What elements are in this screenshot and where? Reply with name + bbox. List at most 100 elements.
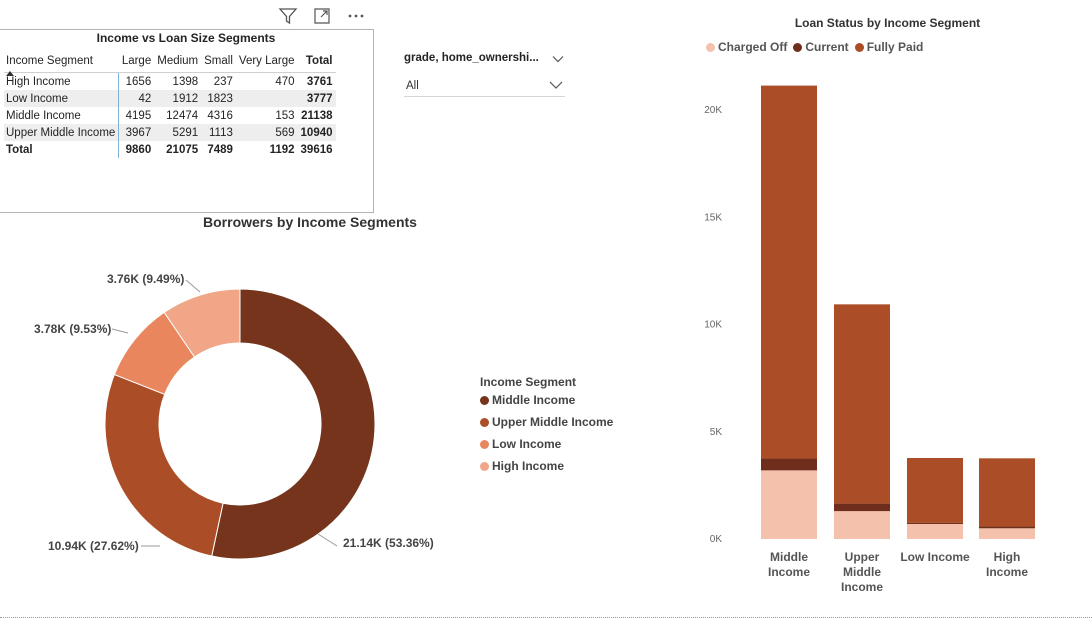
row-total-cell: 3761: [306, 75, 333, 88]
row-header: Middle Income: [4, 107, 120, 124]
total-row[interactable]: Total 9860 21075 7489 1192 39616: [4, 141, 336, 158]
data-label-high-income: 3.76K (9.49%): [107, 272, 184, 286]
data-label-middle-income: 21.14K (53.36%): [343, 536, 434, 550]
table-cell: 1398: [172, 75, 199, 88]
legend-item-current[interactable]: Current: [793, 40, 849, 54]
table-row[interactable]: Low Income 42 1912 1823 3777: [4, 90, 336, 107]
table-cell: 153: [275, 109, 295, 122]
column-header-total[interactable]: Total: [297, 50, 336, 73]
leader-line: [317, 533, 338, 547]
focus-mode-icon[interactable]: [310, 4, 334, 28]
table-cell: 12474: [166, 109, 199, 122]
bar-middle-income-current[interactable]: [761, 458, 817, 471]
table-cell: 9860: [125, 143, 152, 156]
legend-item-fully-paid[interactable]: Fully Paid: [854, 40, 923, 54]
table-cell: 1912: [154, 90, 202, 107]
legend-item-upper-middle-income[interactable]: Upper Middle Income: [480, 415, 613, 429]
chevron-down-icon: [549, 78, 563, 95]
column-header-income-segment[interactable]: Income Segment: [4, 50, 119, 76]
legend-marker: [480, 439, 489, 449]
bar-low-income-current[interactable]: [907, 522, 963, 524]
data-label-upper-middle-income: 10.94K (27.62%): [48, 539, 139, 553]
more-options-icon[interactable]: [344, 4, 368, 28]
matrix-title: Income vs Loan Size Segments: [96, 31, 276, 45]
slicer-selected-value: All: [406, 80, 419, 92]
legend-item-low-income[interactable]: Low Income: [480, 437, 561, 451]
bar-low-income-charged-off[interactable]: [907, 523, 963, 539]
page-divider: [0, 617, 1092, 618]
table-cell: 21075: [166, 143, 199, 156]
column-header-medium[interactable]: Medium: [154, 50, 202, 73]
bar-chart-title: Loan Status by Income Segment: [794, 16, 981, 30]
y-tick-label: 5K: [710, 427, 723, 438]
table-cell: 3967: [118, 124, 155, 141]
row-header: Upper Middle Income: [4, 124, 120, 141]
bar-upper-middle-income-fully-paid[interactable]: [834, 304, 890, 504]
legend-marker: [854, 42, 864, 52]
bar-middle-income-charged-off[interactable]: [761, 470, 817, 539]
column-header-small[interactable]: Small: [201, 50, 236, 73]
stacked-bar-chart: 0K 5K 10K 15K 20K Middle Income Upper Middle Inco…: [704, 85, 1035, 594]
table-cell: 42: [118, 90, 155, 107]
bar-high-income-fully-paid[interactable]: [979, 458, 1035, 527]
table-cell: 470: [275, 75, 295, 88]
chevron-down-icon[interactable]: [552, 52, 564, 70]
bar-middle-income-fully-paid[interactable]: [761, 85, 817, 459]
bar-upper-middle-income-charged-off[interactable]: [834, 511, 890, 539]
row-header: High Income: [4, 72, 120, 90]
y-tick-label: 20K: [704, 105, 722, 116]
table-cell: 7489: [207, 143, 233, 156]
x-tick-label-middle-income: Middle Income: [768, 550, 810, 579]
donut-chart: 21.14K (53.36%) 10.94K (27.62%) 3.78K (9.5…: [34, 272, 434, 560]
table-row[interactable]: Upper Middle Income 3967 5291 1113 569 1…: [4, 124, 336, 141]
leader-line: [185, 279, 201, 293]
y-tick-label: 0K: [710, 534, 723, 545]
x-tick-label-low-income: Low Income: [900, 550, 970, 564]
x-tick-label-upper-middle-income: Upper Middle Income: [841, 550, 883, 594]
row-total-cell: 10940: [297, 124, 336, 141]
bar-low-income-fully-paid[interactable]: [907, 457, 963, 523]
column-header-large[interactable]: Large: [118, 50, 155, 73]
leader-line: [111, 328, 129, 334]
legend-item-charged-off[interactable]: Charged Off: [706, 40, 787, 54]
bar-high-income-charged-off[interactable]: [979, 528, 1035, 539]
column-header-very-large[interactable]: Very Large: [235, 50, 298, 73]
legend-marker: [706, 42, 715, 52]
table-cell: 4316: [207, 109, 233, 122]
legend-title: Income Segment: [480, 375, 577, 389]
row-header: Low Income: [4, 90, 120, 107]
table-cell: 569: [235, 124, 298, 141]
table-cell: 4195: [125, 109, 152, 122]
x-tick-label-high-income: High Income: [986, 550, 1028, 579]
y-tick-label: 15K: [704, 212, 722, 223]
table-cell: 5291: [154, 124, 202, 141]
table-row[interactable]: High Income 1656 1398 237 470 3761: [4, 72, 336, 90]
visual-toolbar: [276, 4, 372, 28]
legend-item-middle-income[interactable]: Middle Income: [480, 393, 575, 407]
income-loan-matrix: Income Segment Large Medium Small Very L…: [4, 50, 336, 158]
table-cell: 1823: [201, 90, 236, 107]
donut-chart-title: Borrowers by Income Segments: [203, 214, 417, 230]
donut-slice-middle-income[interactable]: [211, 288, 376, 560]
slicer-dropdown[interactable]: All: [404, 76, 565, 97]
table-cell: [235, 90, 298, 107]
sort-ascending-icon: [6, 71, 14, 76]
table-cell: 1656: [125, 75, 152, 88]
bar-chart-legend: Charged Off Current Fully Paid: [706, 40, 923, 54]
y-tick-label: 10K: [704, 320, 722, 331]
filter-icon[interactable]: [276, 4, 300, 28]
row-total-cell: 21138: [301, 109, 333, 122]
donut-slice-high-income[interactable]: [163, 288, 241, 358]
table-cell: 1192: [269, 143, 295, 156]
donut-slice-upper-middle-income[interactable]: [104, 373, 224, 557]
legend-marker: [480, 417, 489, 427]
row-header: Total: [4, 141, 120, 158]
slicer-title: grade, home_ownershi...: [404, 52, 539, 64]
grand-total-cell: 39616: [300, 143, 333, 156]
legend-marker: [480, 461, 489, 471]
table-row[interactable]: Middle Income 4195 12474 4316 153 21138: [4, 107, 336, 124]
bar-upper-middle-income-current[interactable]: [834, 503, 890, 512]
row-total-cell: 3777: [297, 90, 336, 107]
legend-item-high-income[interactable]: High Income: [480, 459, 564, 473]
bar-high-income-current[interactable]: [979, 526, 1035, 529]
